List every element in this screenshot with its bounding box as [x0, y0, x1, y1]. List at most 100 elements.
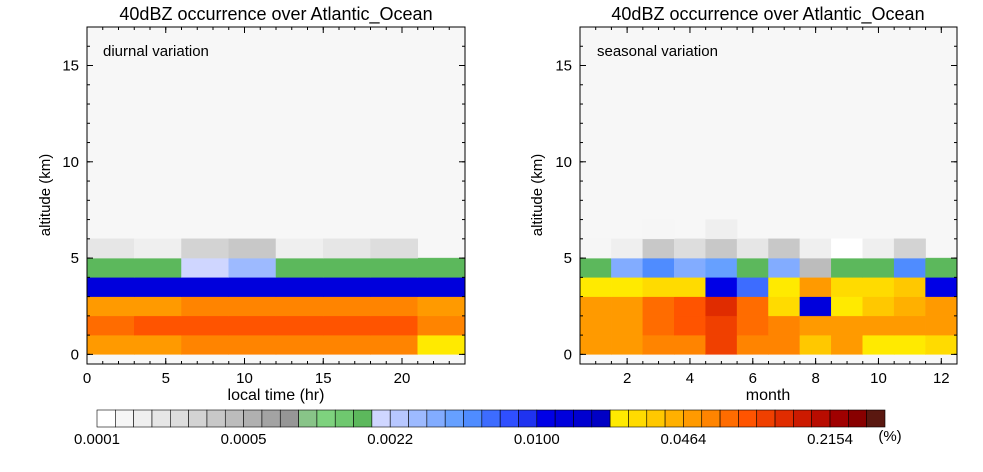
- heatmap-cell: [579, 238, 612, 259]
- heatmap-cell: [799, 238, 832, 259]
- heatmap-cell: [611, 296, 644, 317]
- heatmap-cell: [417, 334, 466, 355]
- heatmap-cell: [181, 296, 229, 317]
- heatmap-cell: [831, 238, 864, 259]
- heatmap-cell: [323, 315, 371, 336]
- heatmap-cell: [768, 315, 801, 336]
- heatmap-cells: [86, 238, 466, 355]
- heatmap-cell: [736, 277, 769, 297]
- colorbar-swatch: [133, 409, 153, 428]
- heatmap-cell: [925, 277, 958, 297]
- colorbar-swatch: [151, 409, 171, 428]
- heatmap-cell: [323, 296, 371, 317]
- colorbar-swatch: [738, 409, 758, 428]
- heatmap-cell: [893, 296, 926, 317]
- heatmap-cell: [579, 257, 612, 278]
- x-tick-label: 10: [236, 370, 253, 387]
- colorbar-swatch: [499, 409, 519, 428]
- colorbar-label: 0.0100: [514, 431, 560, 448]
- heatmap-cell: [862, 334, 895, 355]
- heatmap-cell: [705, 277, 738, 297]
- heatmap-cell: [925, 315, 958, 336]
- colorbar-swatch: [793, 409, 812, 428]
- heatmap-cell: [831, 257, 864, 278]
- heatmap-cell: [417, 277, 466, 297]
- colorbar-swatch: [243, 409, 263, 428]
- heatmap-cell: [134, 334, 182, 355]
- x-tick-label: 4: [686, 370, 694, 387]
- heatmap-cell: [642, 334, 675, 355]
- heatmap-cell: [611, 257, 644, 278]
- x-tick-label: 12: [933, 370, 950, 387]
- heatmap-cell: [86, 238, 135, 259]
- heatmap-cell: [736, 315, 769, 336]
- colorbar-swatch: [298, 409, 318, 428]
- heatmap-cell: [736, 296, 769, 317]
- heatmap-cell: [579, 334, 612, 355]
- panel-title: 40dBZ occurrence over Atlantic_Ocean: [119, 4, 432, 25]
- heatmap-cell: [642, 315, 675, 336]
- heatmap-cell: [611, 334, 644, 355]
- heatmap-cell: [736, 334, 769, 355]
- colorbar-swatch: [829, 409, 849, 428]
- colorbar-swatch: [316, 409, 336, 428]
- panel-annotation: diurnal variation: [103, 43, 209, 60]
- heatmap-cell: [134, 315, 182, 336]
- colorbar-swatch: [371, 409, 391, 428]
- heatmap-cell: [862, 277, 895, 297]
- heatmap-cell: [674, 277, 706, 297]
- colorbar-swatch: [536, 409, 556, 428]
- colorbar-swatch: [554, 409, 574, 428]
- heatmap-cell: [893, 277, 926, 297]
- heatmap-cell: [323, 277, 371, 297]
- heatmap-cell: [831, 334, 864, 355]
- heatmap-cell: [893, 315, 926, 336]
- heatmap-cell: [275, 277, 324, 297]
- heatmap-cell: [736, 257, 769, 278]
- heatmap-cell: [579, 315, 612, 336]
- colorbar-swatch: [279, 409, 299, 428]
- heatmap-cell: [134, 277, 182, 297]
- x-tick-label: 8: [811, 370, 819, 387]
- y-tick-label: 5: [71, 250, 79, 267]
- heatmap-cell: [611, 238, 644, 259]
- heatmap-cell: [417, 296, 466, 317]
- colorbar-swatch: [811, 409, 831, 428]
- heatmap-cell: [228, 315, 277, 336]
- heatmap-cell: [736, 238, 769, 259]
- heatmap-cell: [799, 257, 832, 278]
- colorbar-swatch: [664, 409, 684, 428]
- heatmap-cell: [86, 315, 135, 336]
- axis-ticks: 0 5 10 15 20 0 5 10 15: [62, 26, 466, 387]
- panel-title: 40dBZ occurrence over Atlantic_Ocean: [611, 4, 924, 25]
- heatmap-cell: [768, 334, 801, 355]
- heatmap-cell: [370, 296, 418, 317]
- heatmap-cell: [674, 257, 706, 278]
- colorbar-swatch: [224, 409, 244, 428]
- heatmap-cell: [228, 296, 277, 317]
- colorbar-swatch: [463, 409, 483, 428]
- heatmap-cell: [275, 257, 324, 278]
- heatmap-cell: [799, 315, 832, 336]
- colorbar-swatch: [353, 409, 373, 428]
- heatmap-cell: [275, 238, 324, 259]
- heatmap-cell: [579, 277, 612, 297]
- colorbar-swatch: [719, 409, 739, 428]
- heatmap-cell: [611, 315, 644, 336]
- heatmap-cell: [768, 238, 801, 259]
- x-tick-label: 5: [162, 370, 170, 387]
- y-tick-label: 10: [62, 154, 79, 171]
- colorbar-swatch: [518, 409, 538, 428]
- axis-ticks: 2 4 6 8 10 12 0 5 10 15: [555, 26, 958, 387]
- heatmap-cell: [323, 334, 371, 355]
- heatmap-cell: [674, 296, 706, 317]
- heatmap-cell: [134, 296, 182, 317]
- y-tick-label: 5: [564, 250, 572, 267]
- heatmap-cell: [228, 334, 277, 355]
- heatmap-cell: [134, 238, 182, 259]
- heatmap-cell: [228, 277, 277, 297]
- heatmap-cell: [275, 296, 324, 317]
- heatmap-cell: [181, 257, 229, 278]
- x-tick-label: 20: [394, 370, 411, 387]
- heatmap-cell: [275, 315, 324, 336]
